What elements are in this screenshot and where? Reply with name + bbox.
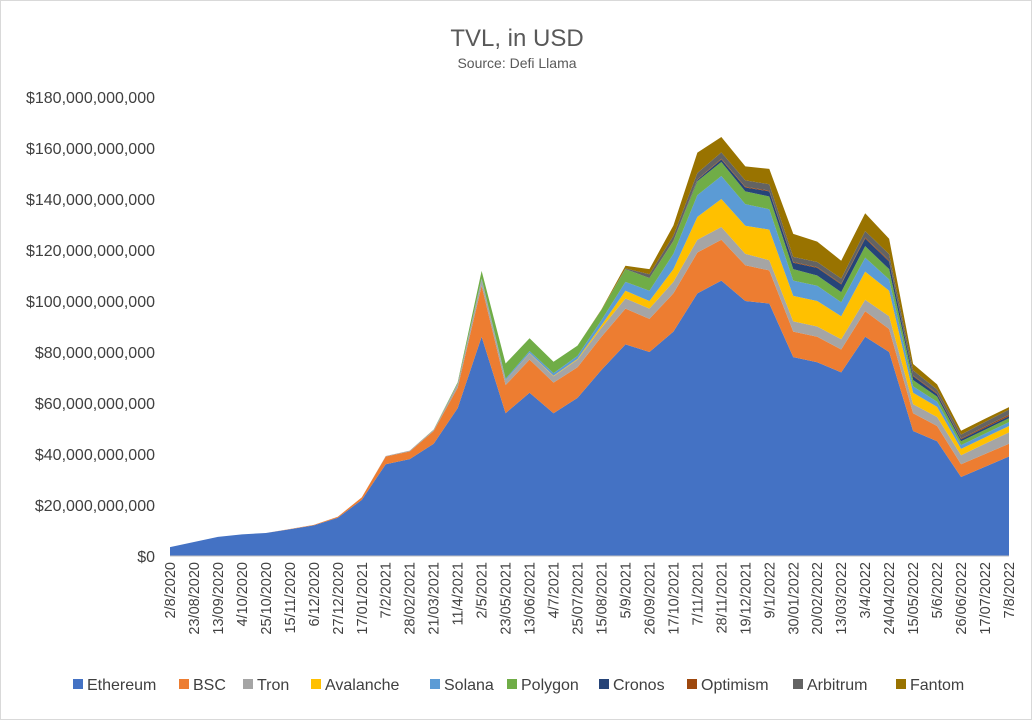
legend-swatch-cronos [599, 679, 609, 689]
x-tick-label: 15/11/2020 [283, 562, 299, 634]
x-tick-label: 21/03/2021 [427, 562, 443, 635]
y-axis-ticks: $0 $20,000,000,000 $40,000,000,000 $60,000,… [26, 90, 155, 566]
x-tick-label: 26/06/2022 [954, 562, 970, 635]
x-tick-label: 6/12/2020 [307, 562, 323, 627]
x-tick-label: 17/01/2021 [355, 562, 371, 635]
area-fantom [170, 137, 1009, 548]
legend-swatch-avalanche [311, 679, 321, 689]
area-series-group [170, 137, 1009, 556]
y-tick-label: $60,000,000,000 [35, 396, 155, 413]
legend-label-arbitrum: Arbitrum [807, 677, 867, 694]
area-ethereum [170, 280, 1009, 556]
chart-subtitle: Source: Defi Llama [457, 55, 576, 71]
x-tick-label: 23/08/2020 [187, 562, 203, 635]
x-tick-label: 13/03/2022 [834, 562, 850, 635]
legend-swatch-optimism [687, 679, 697, 689]
legend-label-solana: Solana [444, 677, 494, 694]
x-tick-label: 13/09/2020 [211, 562, 227, 635]
x-tick-label: 11/4/2021 [451, 562, 467, 625]
x-tick-label: 26/09/2021 [642, 562, 658, 635]
legend-swatch-ethereum [73, 679, 83, 689]
legend-label-fantom: Fantom [910, 677, 964, 694]
x-tick-label: 7/8/2022 [1002, 562, 1018, 618]
legend-label-avalanche: Avalanche [325, 677, 400, 694]
y-tick-label: $140,000,000,000 [26, 192, 155, 209]
x-tick-label: 5/6/2022 [930, 562, 946, 618]
legend-swatch-fantom [896, 679, 906, 689]
y-tick-label: $160,000,000,000 [26, 141, 155, 158]
y-tick-label: $120,000,000,000 [26, 243, 155, 260]
legend-label-cronos: Cronos [613, 677, 665, 694]
x-tick-label: 2/8/2020 [163, 562, 179, 618]
y-tick-label: $180,000,000,000 [26, 90, 155, 107]
x-tick-label: 4/7/2021 [547, 562, 563, 618]
y-tick-label: $40,000,000,000 [35, 447, 155, 464]
x-tick-label: 15/08/2021 [594, 562, 610, 635]
legend-label-polygon: Polygon [521, 677, 579, 694]
y-tick-label: $20,000,000,000 [35, 498, 155, 515]
x-tick-label: 25/10/2020 [259, 562, 275, 635]
legend-swatch-solana [430, 679, 440, 689]
legend-label-optimism: Optimism [701, 677, 769, 694]
x-tick-label: 20/02/2022 [810, 562, 826, 635]
x-tick-label: 15/05/2022 [906, 562, 922, 635]
x-tick-label: 9/1/2022 [762, 562, 778, 618]
x-tick-label: 2/5/2021 [475, 562, 491, 618]
x-axis-ticks: 2/8/2020 23/08/2020 13/09/2020 4/10/2020 25/… [163, 562, 1018, 635]
x-tick-label: 7/11/2021 [690, 562, 706, 625]
legend-label-tron: Tron [257, 677, 289, 694]
x-tick-label: 17/07/2022 [978, 562, 994, 635]
y-tick-label: $0 [137, 549, 155, 566]
x-tick-label: 17/10/2021 [666, 562, 682, 635]
x-tick-label: 30/01/2022 [786, 562, 802, 635]
x-tick-label: 19/12/2021 [738, 562, 754, 635]
x-tick-label: 5/9/2021 [618, 562, 634, 618]
legend-label-ethereum: Ethereum [87, 677, 156, 694]
x-tick-label: 23/05/2021 [499, 562, 515, 635]
x-tick-label: 13/06/2021 [523, 562, 539, 635]
legend-swatch-arbitrum [793, 679, 803, 689]
x-tick-label: 3/4/2022 [858, 562, 874, 618]
chart-title: TVL, in USD [450, 25, 583, 52]
x-tick-label: 27/12/2020 [331, 562, 347, 635]
y-tick-label: $80,000,000,000 [35, 345, 155, 362]
area-bsc [170, 239, 1009, 548]
legend: Ethereum BSC Tron Avalanche Solana Polygon Cro… [73, 677, 964, 694]
x-tick-label: 4/10/2020 [235, 562, 251, 627]
x-tick-label: 28/11/2021 [714, 562, 730, 634]
x-tick-label: 7/2/2021 [379, 562, 395, 618]
x-tick-label: 28/02/2021 [403, 562, 419, 635]
legend-swatch-polygon [507, 679, 517, 689]
y-tick-label: $100,000,000,000 [26, 294, 155, 311]
legend-swatch-tron [243, 679, 253, 689]
legend-swatch-bsc [179, 679, 189, 689]
x-tick-label: 24/04/2022 [882, 562, 898, 635]
x-tick-label: 25/07/2021 [571, 562, 587, 635]
legend-label-bsc: BSC [193, 677, 226, 694]
